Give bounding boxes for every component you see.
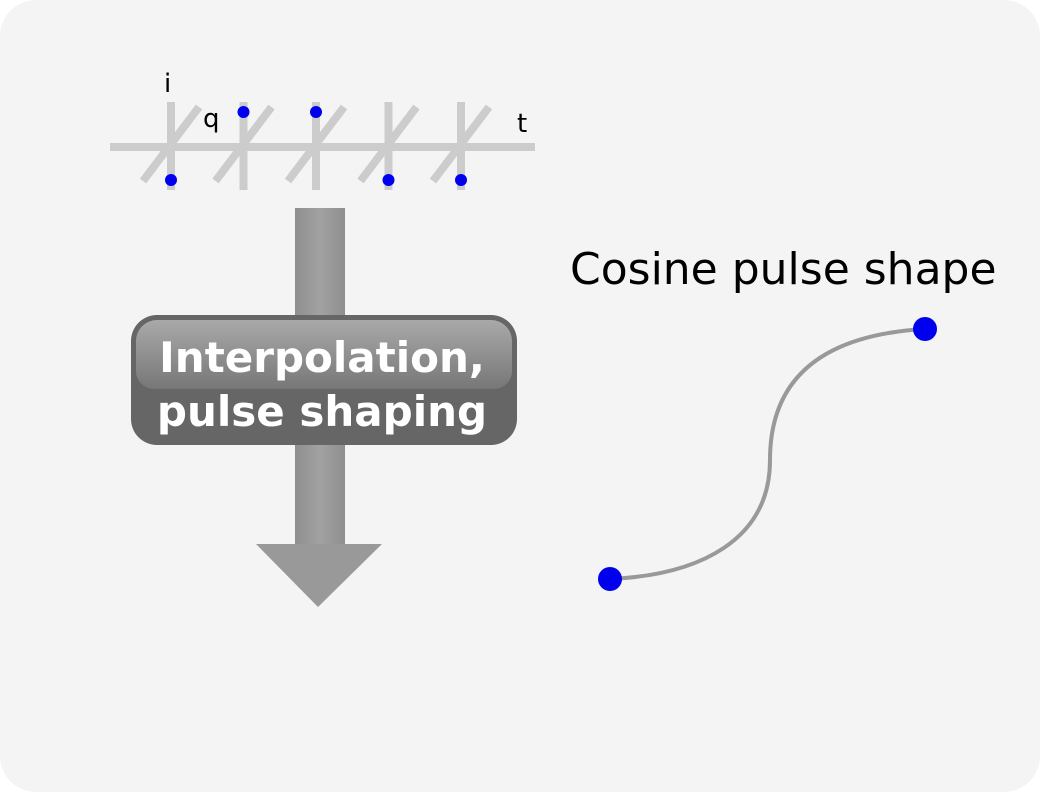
q-axis-tick (357, 104, 420, 184)
sample-dot-4 (382, 174, 395, 186)
axis-label-i: i (164, 69, 171, 99)
pulse-start-dot (598, 567, 622, 591)
sample-dot-2 (237, 106, 250, 118)
q-axis-tick (284, 104, 348, 184)
axis-label-q: q (203, 104, 220, 134)
q-axis-tick (429, 104, 493, 184)
pulse-end-dot (913, 317, 937, 341)
arrow-head (256, 544, 382, 607)
q-axis-tick (212, 104, 275, 184)
sample-axis-group (110, 102, 535, 190)
process-label-line2: pulse shaping (157, 387, 487, 436)
q-axis-tick (139, 104, 203, 184)
cosine-pulse-curve (609, 327, 926, 581)
process-block-highlight (136, 320, 512, 389)
sample-dot-5 (455, 174, 467, 186)
process-label-line1: Interpolation, (159, 333, 485, 382)
sample-dot-1 (165, 174, 177, 186)
axis-label-t: t (517, 109, 527, 139)
pulse-title: Cosine pulse shape (570, 244, 997, 295)
sample-dot-3 (310, 106, 322, 118)
sample-dots (165, 106, 467, 186)
process-block: Interpolation, pulse shaping (131, 315, 517, 445)
